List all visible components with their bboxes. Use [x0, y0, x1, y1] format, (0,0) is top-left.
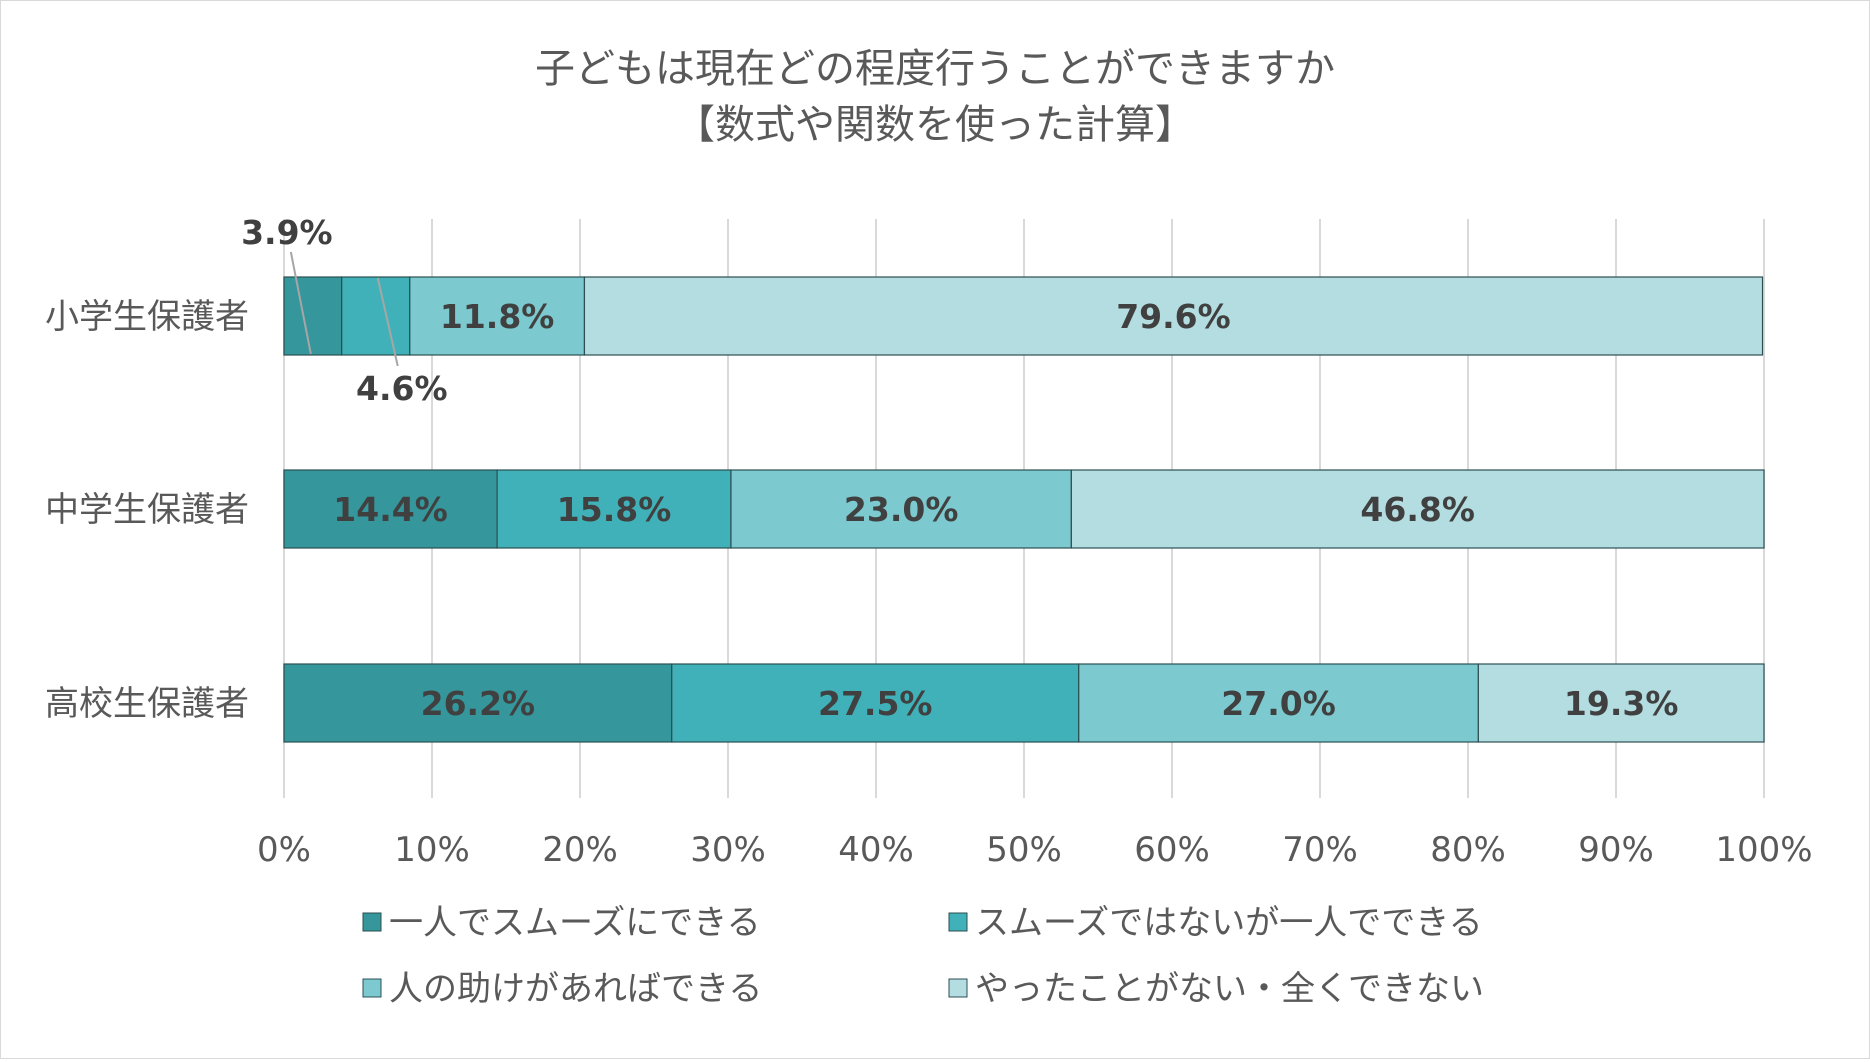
bar-segment [1477, 663, 1765, 743]
legend-swatch [362, 978, 382, 998]
chart-title-line-1: 子どもは現在どの程度行うことができますか [535, 46, 1335, 92]
data-label: 19.3% [1564, 684, 1679, 723]
x-tick-label: 80% [1430, 830, 1506, 870]
chart-title-line-2: 【数式や関数を使った計算】 [675, 102, 1195, 148]
x-tick-label: 70% [1282, 830, 1358, 870]
x-tick-label: 20% [542, 830, 618, 870]
legend-swatch [362, 912, 382, 932]
bars [283, 276, 1765, 743]
legend-swatch [948, 978, 968, 998]
category-label: 中学生保護者 [45, 490, 249, 530]
data-label: 23.0% [844, 490, 959, 529]
chart-title: 子どもは現在どの程度行うことができますか 【数式や関数を使った計算】 [535, 46, 1335, 148]
data-label: 26.2% [421, 684, 536, 723]
data-labels: 3.9% 4.6% 11.8% 79.6% 14.4% 15.8% 23.0% 46.8% 26… [241, 213, 1678, 723]
bar-segment [496, 469, 732, 549]
bar-segment [409, 276, 586, 356]
data-label: 27.0% [1221, 684, 1336, 723]
data-label: 27.5% [818, 684, 933, 723]
legend-label: スムーズではないが一人でできる [975, 903, 1483, 943]
legend-swatch [948, 912, 968, 932]
x-tick-label: 60% [1134, 830, 1210, 870]
x-tick-label: 30% [690, 830, 766, 870]
bar-segment [283, 469, 498, 549]
bar-segment [1078, 663, 1479, 743]
x-tick-label: 90% [1578, 830, 1654, 870]
bar-segment [730, 469, 1072, 549]
leader-line [376, 277, 399, 367]
leader-line [289, 251, 312, 355]
leader-lines [289, 251, 399, 367]
data-label: 79.6% [1116, 297, 1231, 336]
x-tick-label: 100% [1715, 830, 1812, 870]
bar-segment [583, 276, 1764, 356]
data-label: 15.8% [557, 490, 672, 529]
data-label: 46.8% [1360, 490, 1475, 529]
data-label: 11.8% [440, 297, 555, 336]
x-tick-label: 50% [986, 830, 1062, 870]
bar-segment [283, 663, 673, 743]
value-axis: 0% 10% 20% 30% 40% 50% 60% 70% 80% 90% 100% [257, 830, 1813, 870]
legend-label: 一人でスムーズにできる [389, 903, 761, 943]
data-label: 14.4% [333, 490, 448, 529]
legend-label: やったことがない・全くできない [975, 969, 1484, 1009]
bar-segment [1070, 469, 1765, 549]
category-label: 高校生保護者 [45, 684, 249, 724]
x-tick-label: 40% [838, 830, 914, 870]
data-label: 3.9% [241, 213, 333, 252]
x-tick-label: 0% [257, 830, 311, 870]
bar-segment [283, 276, 343, 356]
data-label: 4.6% [356, 369, 448, 408]
x-tick-label: 10% [394, 830, 470, 870]
bar-segment [341, 276, 411, 356]
category-label: 小学生保護者 [45, 297, 249, 337]
legend-label: 人の助けがあればできる [389, 969, 762, 1009]
